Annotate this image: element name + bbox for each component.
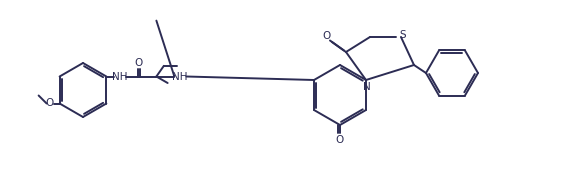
Text: N: N: [363, 82, 371, 92]
Text: O: O: [323, 31, 331, 41]
Text: NH: NH: [172, 72, 187, 81]
Text: O: O: [336, 135, 344, 145]
Text: NH: NH: [112, 72, 127, 81]
Text: O: O: [134, 58, 142, 67]
Text: S: S: [399, 30, 406, 40]
Text: O: O: [45, 98, 54, 109]
